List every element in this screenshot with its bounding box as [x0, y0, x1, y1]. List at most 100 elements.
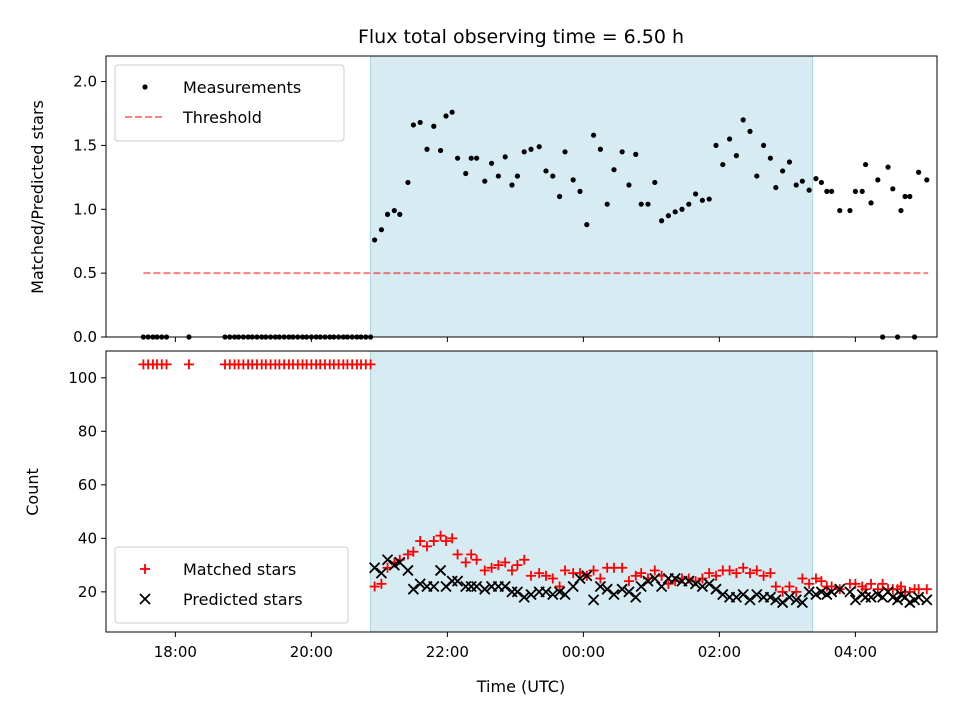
matched-star-marker	[547, 573, 558, 584]
measurement-point	[514, 173, 521, 179]
measurement-point	[773, 184, 779, 191]
marker-stroke	[451, 575, 464, 587]
matched-star-marker	[534, 568, 545, 579]
measurement-point	[720, 161, 726, 168]
legend-label: Predicted stars	[183, 590, 303, 609]
predicted-star-marker	[428, 580, 440, 593]
matched-star-marker	[519, 554, 530, 565]
measurement-point	[767, 155, 773, 161]
predicted-star-marker	[581, 570, 593, 582]
measurement-point	[405, 179, 411, 186]
predicted-star-marker	[368, 562, 381, 574]
measurement-point	[740, 117, 746, 123]
measurement-point	[619, 149, 625, 155]
measurement-point	[760, 142, 767, 149]
matched-star-marker	[797, 573, 808, 584]
predicted-star-marker	[525, 588, 537, 601]
matched-star-marker	[623, 576, 634, 587]
measurement-point	[556, 193, 563, 200]
marker-stroke	[899, 591, 911, 603]
measurement-point	[818, 179, 824, 186]
marker-stroke	[783, 591, 796, 603]
x-tick-label: 22:00	[426, 643, 469, 661]
predicted-star-marker	[696, 580, 709, 593]
marker-stroke	[407, 583, 420, 595]
marker-stroke	[594, 580, 607, 593]
measurement-point	[902, 193, 908, 200]
predicted-star-marker	[849, 594, 862, 606]
measurement-point	[754, 173, 760, 179]
measurement-point	[885, 164, 891, 170]
predicted-star-marker	[381, 554, 394, 566]
matched-star-marker	[860, 584, 871, 595]
marker-stroke	[737, 588, 749, 601]
predicted-star-marker	[547, 588, 559, 601]
legend-box	[114, 546, 349, 624]
measurement-point	[604, 201, 610, 207]
measurement-point	[570, 177, 576, 183]
marker-stroke	[574, 572, 586, 585]
matched-star-marker	[704, 568, 715, 579]
measurement-point	[590, 132, 597, 138]
legend-box	[114, 64, 345, 142]
predicted-star-marker	[479, 583, 491, 595]
matched-star-marker	[486, 562, 497, 573]
predicted-star-marker	[776, 596, 789, 609]
measurement-point	[611, 167, 617, 173]
measurement-point	[799, 178, 805, 184]
measurement-point	[495, 173, 501, 179]
measurement-point	[658, 218, 665, 224]
marker-stroke	[803, 586, 815, 598]
matched-star-marker	[421, 541, 432, 552]
matched-star-marker	[758, 570, 769, 581]
marker-stroke	[703, 578, 715, 590]
predicted-star-marker	[601, 583, 613, 595]
matched-star-marker	[866, 578, 877, 589]
matched-star-marker	[493, 560, 504, 571]
measurement-point	[528, 146, 534, 152]
marker-stroke	[402, 564, 414, 577]
measurement-point	[584, 222, 590, 228]
matched-star-marker	[506, 565, 517, 576]
legend-label: Matched stars	[183, 560, 296, 579]
marker-stroke	[375, 567, 388, 579]
marker-stroke	[887, 591, 899, 603]
measurement-point	[890, 186, 896, 192]
matched-star-marker	[479, 565, 490, 576]
measurement-point	[384, 211, 391, 217]
chart-title: Flux total observing time = 6.50 h	[358, 26, 684, 48]
predicted-star-marker	[451, 575, 464, 587]
y-tick-label: 0.5	[73, 264, 97, 282]
marker-stroke	[511, 586, 524, 598]
matched-star-marker	[365, 359, 376, 370]
matched-star-marker	[540, 570, 551, 581]
predicted-star-marker	[815, 586, 828, 598]
matched-star-marker	[408, 546, 419, 557]
marker-stroke	[587, 594, 600, 606]
measurement-point	[482, 178, 488, 184]
marker-stroke	[414, 578, 426, 590]
bottom-y-axis-label: Count	[23, 468, 42, 516]
matched-star-marker	[777, 586, 788, 597]
marker-stroke	[635, 580, 647, 593]
matched-star-marker	[588, 565, 599, 576]
predicted-star-marker	[751, 588, 763, 601]
measurement-point	[391, 207, 397, 214]
measurement-point	[824, 188, 830, 194]
marker-stroke	[623, 586, 635, 598]
matched-star-marker	[765, 568, 776, 579]
y-tick-label: 1.5	[73, 136, 97, 154]
measurement-point	[868, 200, 874, 206]
matched-star-marker	[471, 554, 482, 565]
predicted-star-marker	[499, 580, 511, 593]
top-y-axis-label: Matched/Predicted stars	[28, 100, 47, 294]
marker-stroke	[921, 594, 933, 606]
measurement-point	[862, 161, 869, 168]
predicted-star-marker	[921, 594, 933, 606]
measurement-point	[550, 173, 556, 179]
predicted-star-marker	[470, 580, 483, 593]
predicted-star-marker	[553, 586, 566, 598]
marker-stroke	[394, 556, 406, 569]
marker-stroke	[882, 586, 894, 598]
